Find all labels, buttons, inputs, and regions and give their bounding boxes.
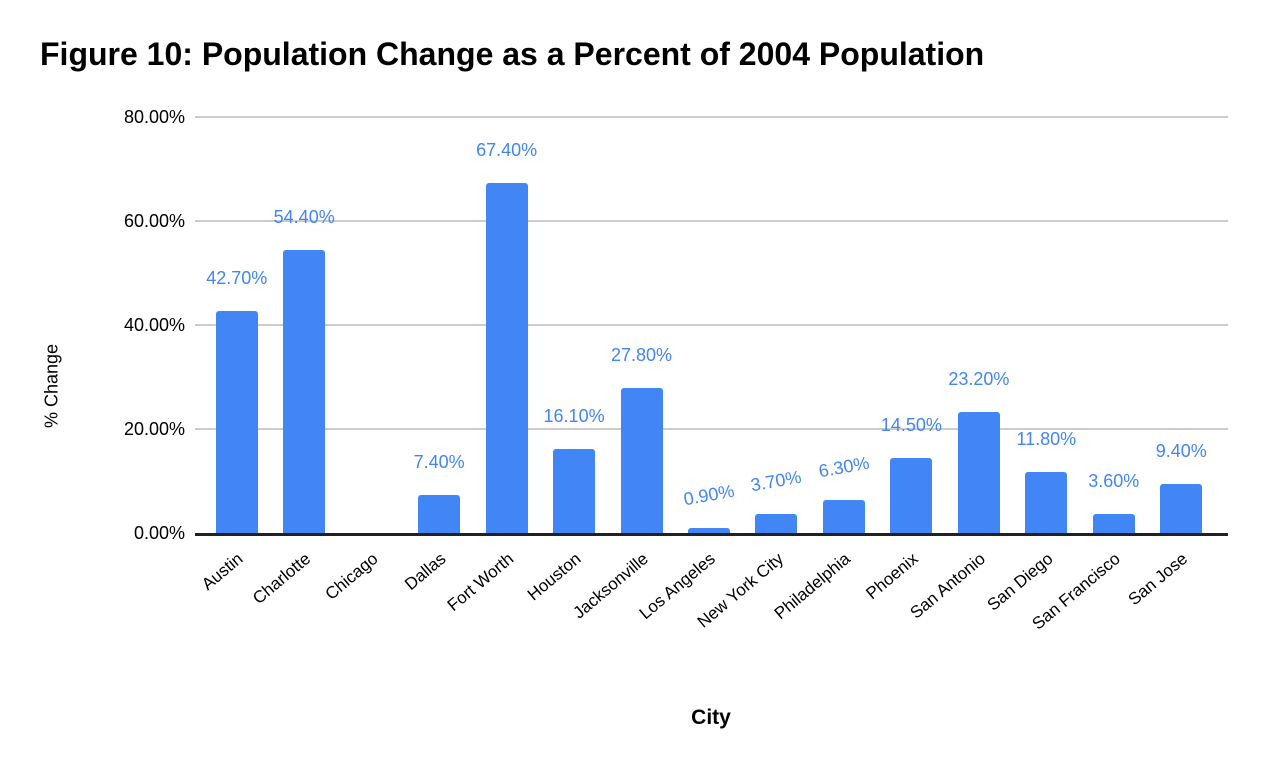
- gridline: [195, 116, 1228, 118]
- bar: [688, 528, 730, 533]
- x-tick-label: Charlotte: [249, 549, 315, 608]
- y-tick-label: 0.00%: [133, 523, 185, 543]
- x-tick-label: San Jose: [1124, 549, 1192, 610]
- bar-value-label: 16.10%: [543, 406, 605, 427]
- bar-value-label: 11.80%: [1016, 428, 1077, 449]
- x-tick-label: Phoenix: [862, 549, 922, 604]
- y-tick-label: 60.00%: [123, 211, 185, 231]
- bar: [1092, 514, 1135, 533]
- bar-value-label: 7.40%: [413, 451, 465, 472]
- bar-value-label: 42.70%: [206, 267, 268, 288]
- bar: [890, 457, 933, 533]
- bar: [620, 388, 663, 533]
- gridline: [195, 428, 1228, 430]
- bar-value-label: 9.40%: [1155, 441, 1207, 462]
- bar-value-label: 27.80%: [611, 345, 673, 366]
- bar: [283, 250, 326, 533]
- bar: [485, 182, 528, 533]
- x-tick-label: Austin: [198, 549, 247, 594]
- y-tick-label: 20.00%: [123, 419, 185, 439]
- y-tick-label: 40.00%: [123, 315, 185, 335]
- y-tick-label: 80.00%: [123, 107, 185, 127]
- x-tick-label: Chicago: [321, 549, 382, 604]
- bar-value-label: 14.50%: [880, 414, 942, 435]
- bar-value-label: 6.30%: [817, 452, 871, 482]
- bar-value-label: 67.40%: [476, 139, 538, 160]
- x-tick-label: Dallas: [400, 549, 450, 594]
- x-tick-label: Fort Worth: [443, 549, 517, 615]
- bar: [1025, 471, 1068, 533]
- bar: [553, 449, 596, 533]
- y-axis-title: % Change: [41, 343, 62, 429]
- bar: [418, 494, 461, 533]
- chart-title: Figure 10: Population Change as a Percen…: [40, 36, 985, 72]
- bar-value-label: 54.40%: [273, 207, 335, 228]
- plot-area: 42.70% 54.40% 7.40% 67.40% 16.10% 27.80% 0.90%…: [195, 116, 1228, 536]
- bar: [822, 500, 865, 533]
- bar: [1160, 484, 1203, 533]
- bar-value-label: 3.60%: [1088, 471, 1140, 492]
- bar: [755, 513, 798, 533]
- bar-value-label: 23.20%: [948, 369, 1010, 390]
- x-tick-label: Houston: [523, 549, 585, 605]
- bar: [957, 412, 1000, 533]
- gridline: [195, 324, 1228, 326]
- bar: [215, 310, 258, 533]
- x-axis-title: City: [691, 706, 731, 729]
- gridline: [195, 220, 1228, 222]
